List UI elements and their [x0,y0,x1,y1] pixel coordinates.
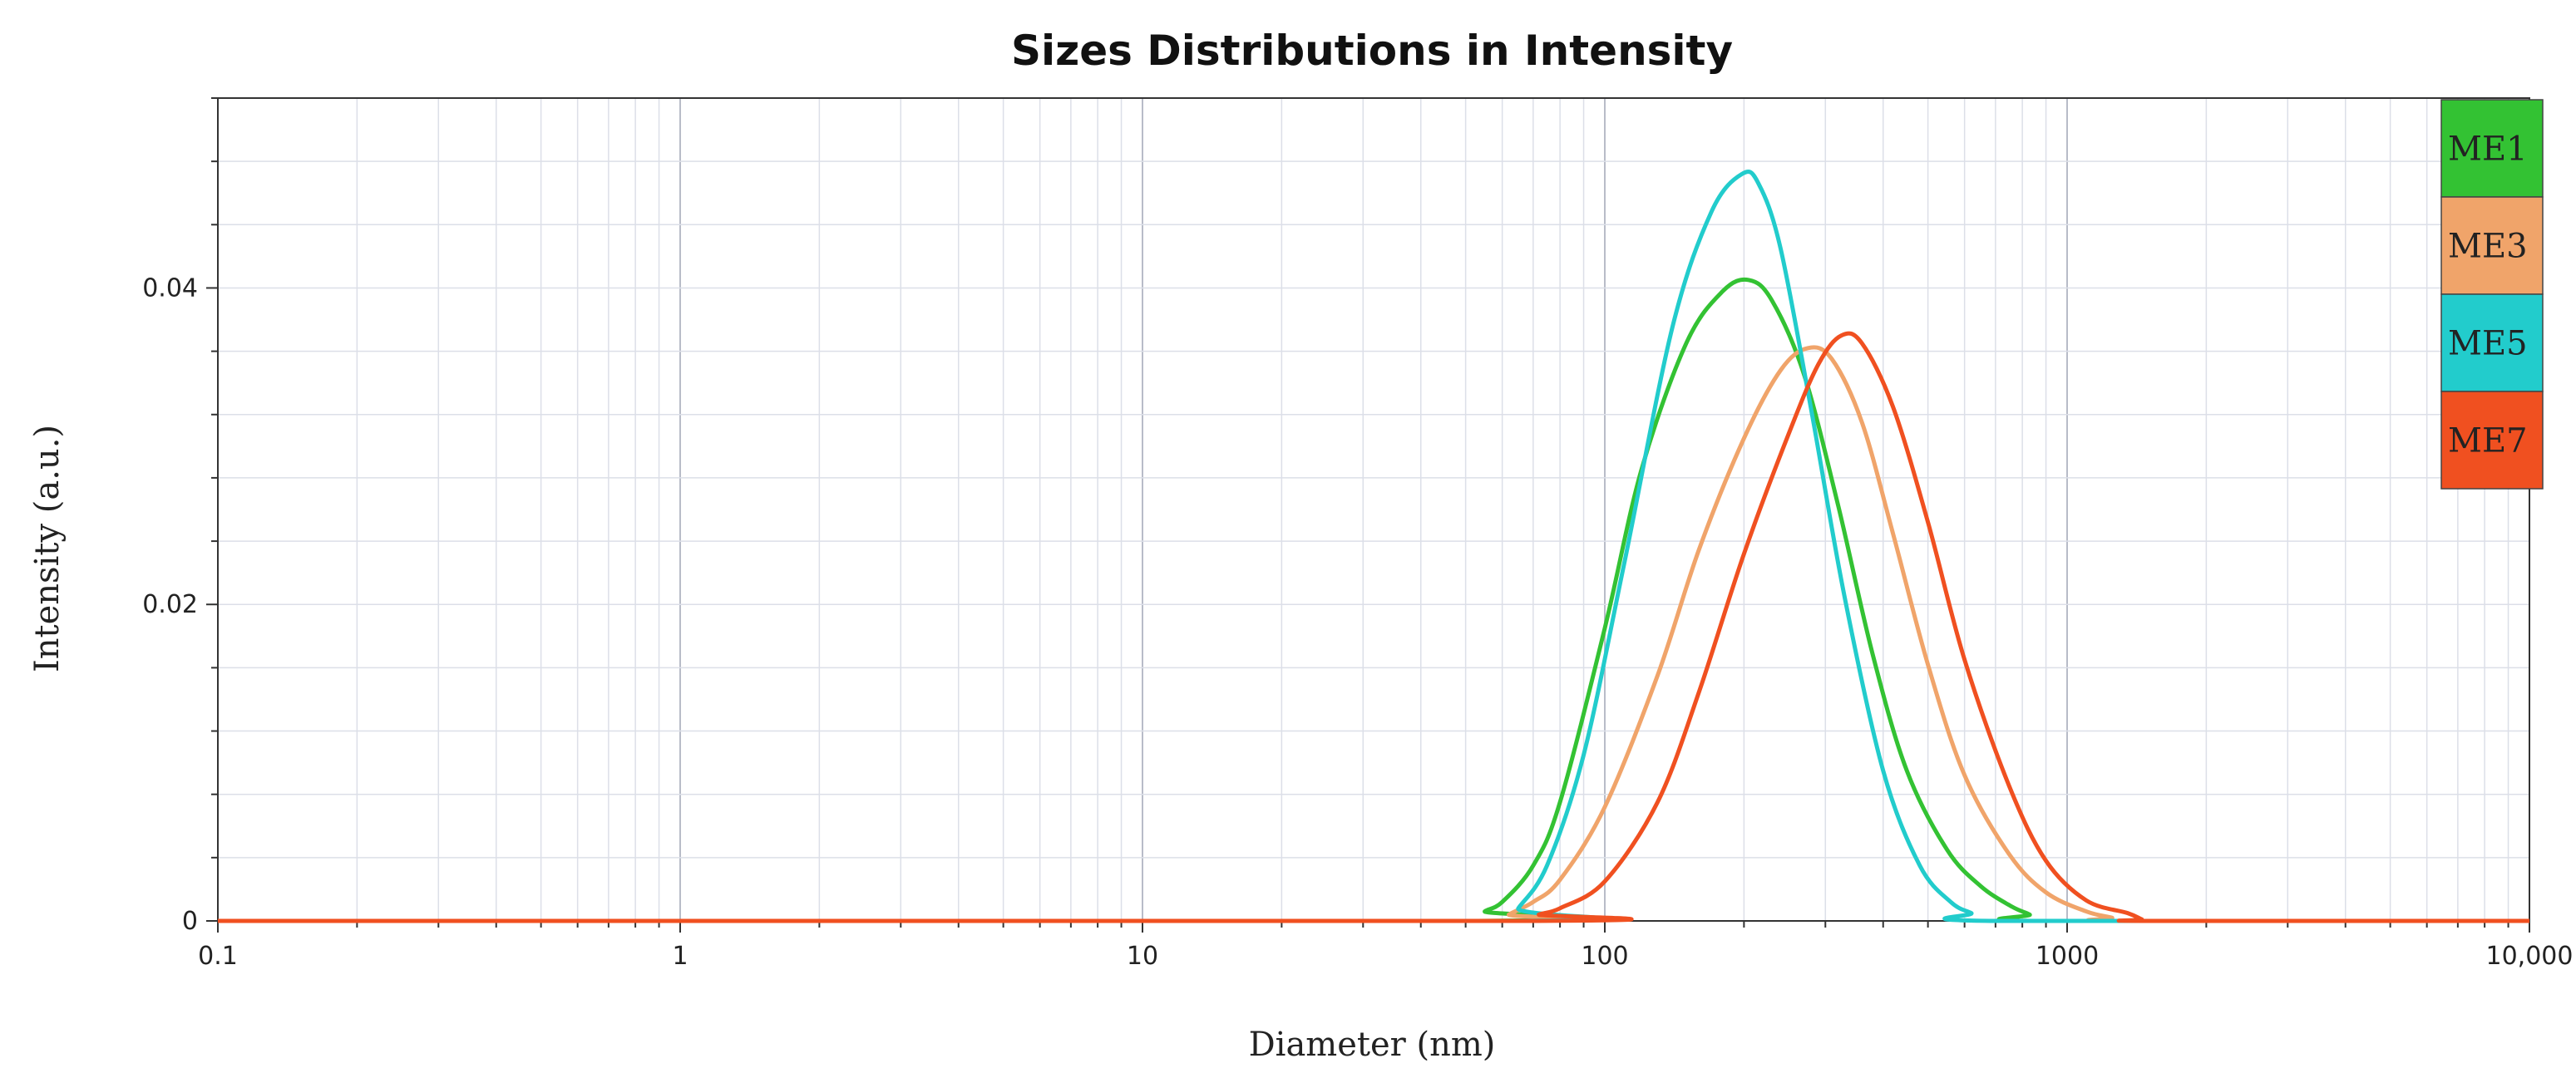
series-line-me3 [218,345,2529,923]
x-axis-title: Diameter (nm) [1249,1026,1496,1064]
y-axis-title: Intensity (a.u.) [28,425,67,672]
series-line-me1 [218,277,2529,923]
y-tick-label: 0 [182,907,198,936]
series-lines [218,170,2529,923]
axis-ticks: 0.1 1 10 100 1000 10,000 0 0.02 0.04 [142,97,2574,971]
x-tick-label: 100 [1581,942,1628,971]
x-tick-label: 1 [672,942,688,971]
legend-label-me3: ME3 [2448,228,2528,266]
y-tick-label: 0.04 [142,273,198,303]
chart-title: Sizes Distributions in Intensity [1011,27,1733,75]
plot-area [217,97,2530,922]
legend-swatch-me3 [2440,196,2544,295]
grid [217,97,2529,922]
series-line-me7 [218,331,2529,923]
series-line-me5 [218,170,2529,923]
x-tick-label: 10 [1127,942,1158,971]
x-tick-label: 10,000 [2486,942,2574,971]
legend-label-me5: ME5 [2448,325,2528,363]
legend-swatch-me7 [2440,391,2544,490]
legend-label-me7: ME7 [2448,422,2528,460]
legend: ME1 ME3 ME5 ME7 [2440,99,2544,490]
x-tick-label: 1000 [2036,942,2099,971]
legend-label-me1: ME1 [2448,130,2528,169]
legend-swatch-me5 [2440,293,2544,392]
y-tick-label: 0.02 [142,590,198,619]
x-tick-label: 0.1 [198,942,238,971]
